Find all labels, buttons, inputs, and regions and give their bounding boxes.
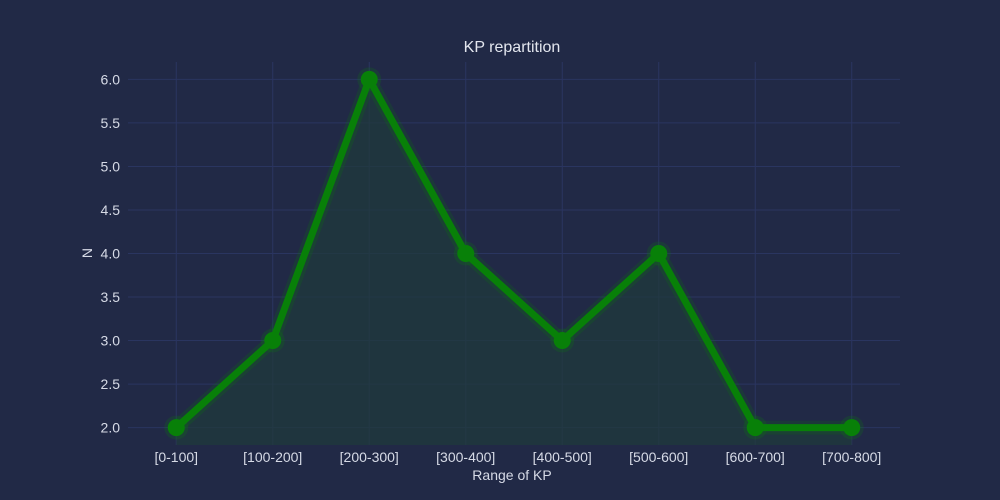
y-tick-label: 4.5 — [101, 202, 121, 218]
y-axis-title: N — [79, 248, 95, 258]
x-tick-label: [700-800] — [822, 449, 881, 465]
data-point — [650, 245, 668, 262]
x-tick-label: [100-200] — [243, 449, 302, 465]
data-point — [553, 332, 571, 350]
data-point — [843, 419, 861, 437]
data-point — [167, 419, 185, 437]
data-points-layer — [164, 67, 864, 440]
data-point — [360, 70, 378, 88]
series-line-layer — [169, 72, 859, 435]
y-tick-label: 2.0 — [101, 420, 121, 436]
y-axis-ticks: 2.0 2.5 3.0 3.5 4.0 4.5 5.0 5.5 6.0 — [101, 71, 121, 435]
series-line — [172, 75, 856, 432]
data-point — [746, 419, 764, 437]
x-tick-label: [0-100] — [154, 449, 198, 465]
x-tick-label: [600-700] — [726, 449, 785, 465]
y-tick-label: 5.0 — [101, 158, 121, 174]
y-tick-label: 2.5 — [101, 376, 121, 392]
y-tick-label: 4.0 — [101, 246, 121, 262]
data-point — [264, 332, 282, 350]
area-fill-layer — [176, 79, 852, 445]
series-area-fill — [176, 79, 852, 445]
x-axis-title: Range of KP — [472, 467, 551, 483]
y-tick-label: 6.0 — [101, 71, 121, 87]
chart-title: KP repartition — [464, 39, 561, 56]
data-point — [457, 245, 475, 262]
x-tick-label: [400-500] — [533, 449, 592, 465]
y-tick-label: 3.5 — [101, 289, 121, 305]
x-tick-label: [500-600] — [629, 449, 688, 465]
x-tick-label: [300-400] — [436, 449, 495, 465]
x-axis-ticks: [0-100] [100-200] [200-300] [300-400] [400-5… — [154, 449, 881, 465]
y-tick-label: 5.5 — [101, 115, 121, 131]
y-tick-label: 3.0 — [101, 333, 121, 349]
x-tick-label: [200-300] — [340, 449, 399, 465]
